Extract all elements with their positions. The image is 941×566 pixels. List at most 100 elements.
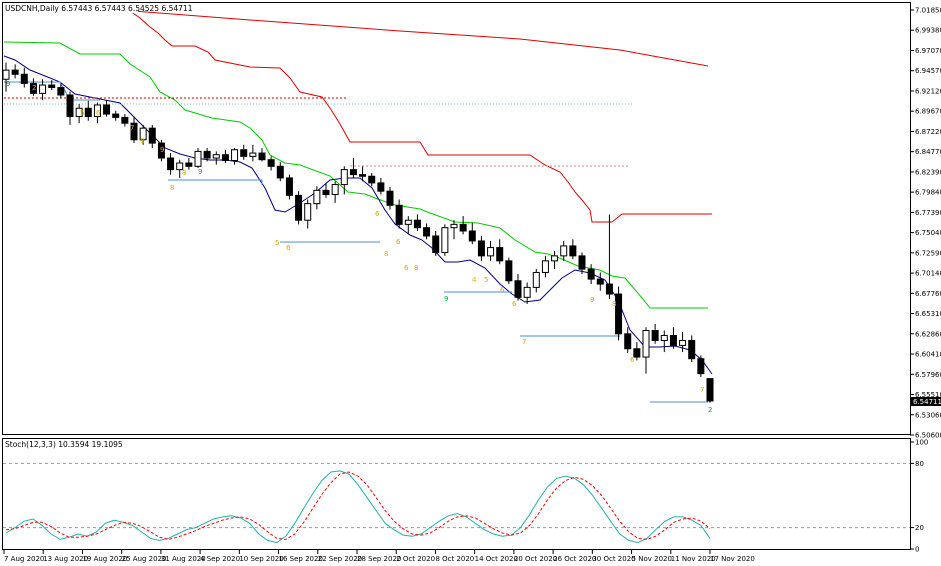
bull-candle: [194, 150, 202, 167]
price-axis-label: 6.50600: [915, 432, 941, 440]
bear-candle: [157, 142, 165, 159]
price-axis-label: 6.92120: [915, 87, 941, 95]
bear-candle: [258, 152, 266, 161]
current-price-tag-bg: [911, 397, 941, 406]
price-axis-label: 6.72590: [915, 249, 941, 257]
current-price-tag: 6.54711: [913, 398, 941, 406]
price-axis-label: 6.77390: [915, 209, 941, 217]
price-axis-label: 6.65310: [915, 310, 941, 318]
price-axis-label: 6.67760: [915, 290, 941, 298]
td-marker: 2: [708, 406, 712, 414]
price-axis-label: 6.82390: [915, 168, 941, 176]
td-markers: 9 2 5 6 7 8 9 8 8 9 5 6 6 8 6 6 8 9 4 5 …: [6, 80, 712, 414]
bear-candle: [669, 334, 677, 346]
stoch-axis-label: 80: [915, 460, 924, 468]
red-trailing-stop-line: [3, 7, 712, 223]
bear-candle: [395, 204, 403, 225]
td-marker: 6: [286, 244, 291, 252]
bear-candle: [496, 247, 504, 262]
bear-candle: [514, 280, 522, 298]
bull-candle: [404, 219, 412, 225]
price-axis-label: 6.87220: [915, 128, 941, 136]
bear-candle: [103, 104, 111, 115]
bull-candle: [313, 189, 321, 205]
bull-candle: [231, 149, 239, 162]
bear-candle: [322, 189, 330, 196]
bear-candle: [587, 268, 595, 280]
date-axis-label: 17 Nov 2020: [710, 555, 755, 563]
price-axis-label: 6.60410: [915, 351, 941, 359]
bear-candle: [148, 127, 156, 144]
bear-candle: [596, 278, 604, 285]
price-axis-label: 6.89670: [915, 108, 941, 116]
td-marker: 8: [140, 137, 144, 145]
bear-candle: [706, 378, 714, 402]
symbol-header: USDCNH,Daily 6.57443 6.57443 6.54525 6.5…: [5, 4, 193, 13]
bear-candle: [477, 240, 485, 257]
price-axis-label: 6.99380: [915, 27, 941, 35]
td-marker: 6: [500, 286, 505, 294]
td-marker: 8: [182, 169, 186, 177]
td-marker: 5: [80, 109, 84, 117]
bear-candle: [203, 150, 211, 159]
date-axis-label: 26 Oct 2020: [553, 555, 596, 563]
bear-candle: [633, 348, 641, 358]
bull-candle: [551, 255, 559, 262]
bull-candle: [2, 69, 10, 80]
td-marker: 9: [198, 168, 202, 176]
blue-short-ma-line: [3, 55, 713, 375]
stoch-axis-label: 20: [915, 524, 924, 532]
bear-candle: [697, 358, 705, 375]
bear-candle: [29, 82, 37, 94]
stoch-header: Stoch(12,3,3) 10.3594 19.1095: [5, 440, 123, 449]
bear-candle: [295, 194, 303, 221]
bull-candle: [541, 260, 549, 273]
date-axis-label: 2 Oct 2020: [396, 555, 435, 563]
bull-candle: [523, 286, 531, 298]
bear-candle: [459, 223, 467, 232]
date-axis-label: 16 Sep 2020: [279, 555, 323, 563]
bear-candle: [468, 230, 476, 242]
td-marker: 7: [522, 338, 526, 346]
price-panel-frame: [2, 2, 911, 435]
td-marker: 4: [472, 276, 477, 284]
bear-candle: [48, 84, 56, 89]
bear-candle: [368, 175, 376, 184]
bull-candle: [212, 154, 220, 159]
date-axis-label: 22 Sep 2020: [318, 555, 362, 563]
date-axis-label: 13 Aug 2020: [43, 555, 88, 563]
bear-candle: [605, 283, 613, 295]
support-line-1: [4, 81, 100, 101]
bull-candle: [340, 169, 348, 186]
bear-candle: [377, 182, 385, 192]
bull-candle: [560, 245, 568, 257]
stochastic-lines: [5, 470, 711, 544]
td-marker: 8: [612, 300, 616, 308]
stoch-panel-frame: [2, 438, 911, 550]
td-marker: 8: [170, 184, 174, 192]
bear-candle: [359, 174, 367, 177]
bear-candle: [615, 293, 623, 335]
bull-candle: [304, 203, 312, 221]
bear-candle: [651, 330, 659, 341]
bull-candle: [532, 271, 540, 288]
td-marker: 2: [32, 84, 36, 92]
date-axis-label: 11 Nov 2020: [671, 555, 716, 563]
stoch-axis-label: 0: [915, 546, 919, 554]
bear-candle: [285, 177, 293, 196]
date-axis-label: 5 Nov 2020: [632, 555, 672, 563]
td-marker: 6: [512, 300, 517, 308]
date-axis-label: 20 Oct 2020: [514, 555, 557, 563]
date-axis-label: 14 Oct 2020: [475, 555, 518, 563]
bear-candle: [386, 190, 394, 206]
td-marker: 6: [396, 238, 401, 246]
stoch-axis-label: 100: [915, 439, 928, 447]
bull-candle: [75, 107, 83, 118]
td-marker: 9: [444, 295, 448, 303]
td-marker: 7: [700, 386, 704, 394]
date-axis-label: 10 Sep 2020: [239, 555, 283, 563]
bull-candle: [441, 227, 449, 254]
price-axis-label: 6.84770: [915, 148, 941, 156]
